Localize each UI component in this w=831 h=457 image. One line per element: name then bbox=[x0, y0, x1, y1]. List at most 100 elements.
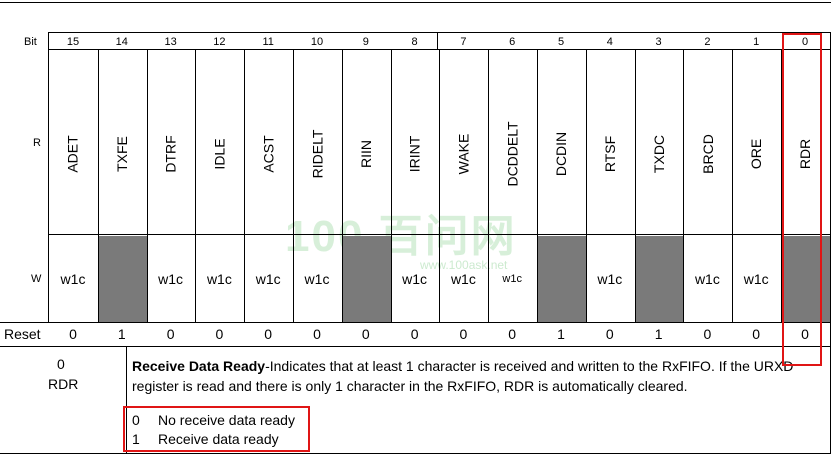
field-name: ORE bbox=[732, 84, 780, 224]
field-name-label: IRINT bbox=[406, 135, 423, 173]
desc-divider bbox=[126, 346, 127, 454]
field-name-label: TXDC bbox=[650, 134, 667, 174]
field-name-label: ADET bbox=[65, 135, 81, 173]
row-label-reset: Reset bbox=[4, 326, 41, 342]
field-name: RIDELT bbox=[293, 84, 341, 224]
column-divider bbox=[634, 50, 636, 322]
reset-row-border bbox=[0, 346, 831, 347]
field-name: RIIN bbox=[342, 84, 390, 224]
option-value: 1 bbox=[132, 431, 140, 447]
bit-number: 0 bbox=[801, 36, 809, 48]
reset-value: 0 bbox=[166, 326, 175, 342]
column-divider bbox=[781, 50, 782, 322]
write-access: w1c bbox=[206, 271, 232, 287]
field-name: DTRF bbox=[147, 84, 195, 224]
field-name: TXDC bbox=[635, 84, 683, 224]
bit-number: 12 bbox=[213, 36, 226, 48]
write-access: w1c bbox=[502, 273, 522, 285]
field-name: WAKE bbox=[439, 84, 487, 224]
bit-number: 11 bbox=[262, 36, 274, 48]
field-name: DCDIN bbox=[537, 84, 585, 224]
field-name-label: RTSF bbox=[601, 135, 618, 173]
bit-number: 8 bbox=[411, 36, 418, 48]
write-access: w1c bbox=[743, 271, 769, 287]
reset-value: 0 bbox=[264, 326, 273, 342]
write-access: w1c bbox=[60, 271, 86, 287]
desc-bit-number: 0 bbox=[57, 356, 65, 372]
desc-text: -Indicates that at least 1 character is … bbox=[132, 358, 794, 394]
column-divider bbox=[537, 50, 538, 322]
field-name: BRCD bbox=[683, 84, 731, 224]
write-access: w1c bbox=[450, 271, 476, 287]
column-divider bbox=[488, 50, 490, 322]
write-access: w1c bbox=[304, 271, 330, 287]
byte-divider bbox=[437, 32, 438, 50]
write-access: w1c bbox=[597, 271, 623, 287]
reset-value: 0 bbox=[752, 326, 761, 342]
field-name: RTSF bbox=[586, 84, 634, 224]
column-divider bbox=[195, 50, 197, 322]
w-row-border bbox=[0, 322, 831, 323]
write-access: w1c bbox=[694, 271, 720, 287]
bit-number: 3 bbox=[655, 36, 662, 48]
column-divider bbox=[97, 50, 99, 322]
reset-value: 0 bbox=[459, 326, 468, 342]
reset-value: 0 bbox=[703, 326, 712, 342]
bit-number: 14 bbox=[115, 36, 128, 48]
reset-value: 0 bbox=[361, 326, 370, 342]
field-name-label: BRCD bbox=[699, 134, 716, 174]
column-divider bbox=[683, 50, 685, 322]
field-name: TXFE bbox=[98, 84, 146, 224]
field-name-label: RIIN bbox=[357, 140, 374, 168]
reset-value: 0 bbox=[508, 326, 517, 342]
column-divider bbox=[585, 50, 587, 322]
reset-value: 1 bbox=[557, 326, 565, 342]
bit-number: 15 bbox=[66, 36, 80, 48]
option-row-0: 0 No receive data ready bbox=[132, 412, 295, 428]
column-divider bbox=[244, 50, 246, 322]
bit-number: 4 bbox=[606, 36, 613, 48]
watermark-url: www.100ask.net bbox=[420, 258, 508, 272]
option-label: Receive data ready bbox=[158, 431, 279, 447]
bit-number: 9 bbox=[362, 36, 369, 48]
column-divider bbox=[146, 50, 148, 322]
option-value: 0 bbox=[132, 412, 140, 428]
column-divider bbox=[439, 50, 441, 322]
bit-number: 7 bbox=[460, 36, 467, 48]
field-name-label: WAKE bbox=[455, 133, 472, 175]
field-name: IRINT bbox=[391, 84, 439, 224]
bit-number: 2 bbox=[704, 36, 711, 48]
row-label-w: W bbox=[31, 273, 42, 285]
row-label-r: R bbox=[33, 137, 41, 149]
reserved-cell bbox=[98, 236, 147, 322]
write-access: w1c bbox=[158, 271, 184, 287]
table-left-border bbox=[48, 32, 49, 322]
bitnum-row-border bbox=[48, 49, 831, 50]
option-label: No receive data ready bbox=[158, 412, 295, 428]
highlight-rdr-column bbox=[782, 33, 822, 366]
reserved-cell bbox=[538, 236, 586, 322]
highlight-rdr-values bbox=[123, 406, 310, 452]
watermark-logo: 100 百问网 bbox=[285, 212, 517, 261]
desc-bit-name: RDR bbox=[48, 376, 79, 392]
bit-number: 1 bbox=[753, 36, 760, 48]
field-name-label: ORE bbox=[748, 138, 765, 170]
field-name-label: ACST bbox=[260, 135, 277, 173]
field-name-label: TXFE bbox=[113, 136, 130, 172]
column-divider bbox=[732, 50, 734, 322]
column-divider bbox=[293, 50, 294, 322]
field-name: IDLE bbox=[195, 84, 243, 224]
reset-value: 1 bbox=[654, 326, 663, 342]
bit-number: 10 bbox=[310, 36, 324, 48]
reset-value: 1 bbox=[117, 326, 126, 342]
reset-value: 0 bbox=[69, 326, 77, 342]
row-label-bit: Bit bbox=[24, 36, 37, 48]
field-name: DCDDELT bbox=[488, 84, 536, 224]
reset-value: 0 bbox=[801, 326, 809, 342]
write-access: w1c bbox=[255, 271, 281, 287]
reset-value: 0 bbox=[410, 326, 419, 342]
bit-number: 6 bbox=[509, 36, 516, 48]
desc-paragraph: Receive Data Ready-Indicates that at lea… bbox=[132, 356, 822, 396]
column-divider bbox=[341, 50, 343, 322]
reserved-cell bbox=[342, 236, 391, 322]
